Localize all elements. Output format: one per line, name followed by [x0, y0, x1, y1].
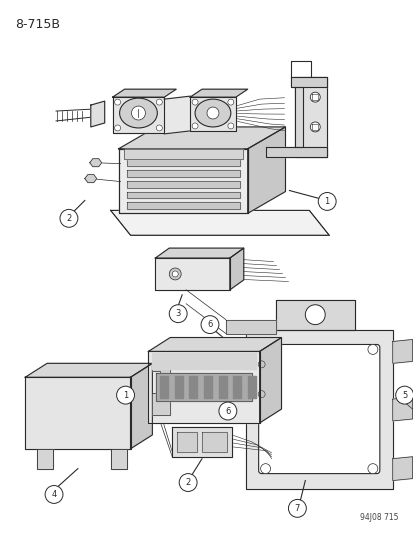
Polygon shape: [245, 329, 392, 489]
Polygon shape: [233, 376, 240, 398]
Circle shape: [258, 391, 264, 398]
Circle shape: [192, 123, 197, 129]
Circle shape: [206, 107, 218, 119]
Polygon shape: [265, 147, 326, 157]
Polygon shape: [25, 377, 130, 449]
Polygon shape: [130, 364, 152, 449]
Circle shape: [156, 99, 162, 105]
Polygon shape: [90, 159, 102, 167]
Polygon shape: [118, 149, 247, 213]
Polygon shape: [160, 376, 168, 398]
Polygon shape: [110, 211, 328, 235]
Circle shape: [45, 486, 63, 503]
Circle shape: [60, 209, 78, 227]
Polygon shape: [189, 376, 197, 398]
Polygon shape: [259, 337, 281, 423]
Polygon shape: [247, 127, 285, 213]
Polygon shape: [37, 449, 53, 469]
Circle shape: [288, 499, 306, 518]
Polygon shape: [247, 376, 255, 398]
Polygon shape: [392, 397, 412, 421]
Circle shape: [114, 99, 120, 105]
Text: 1: 1: [324, 197, 329, 206]
Ellipse shape: [119, 98, 157, 128]
Polygon shape: [204, 376, 211, 398]
Polygon shape: [295, 87, 303, 147]
Circle shape: [258, 361, 264, 368]
Polygon shape: [229, 248, 243, 290]
Circle shape: [116, 386, 134, 404]
Polygon shape: [156, 373, 251, 401]
Text: 4: 4: [51, 490, 57, 499]
Polygon shape: [123, 149, 242, 159]
Text: 2: 2: [66, 214, 71, 223]
Polygon shape: [126, 159, 239, 166]
Polygon shape: [392, 457, 412, 481]
Text: 8-715B: 8-715B: [15, 18, 60, 31]
Circle shape: [260, 464, 270, 474]
Ellipse shape: [195, 99, 230, 127]
Circle shape: [367, 344, 377, 354]
Polygon shape: [392, 340, 412, 364]
Polygon shape: [190, 89, 247, 97]
Circle shape: [172, 271, 178, 277]
Text: 5: 5: [401, 391, 406, 400]
Polygon shape: [177, 432, 197, 452]
Polygon shape: [155, 258, 229, 290]
Circle shape: [318, 192, 335, 211]
Polygon shape: [112, 97, 164, 133]
Text: 7: 7: [294, 504, 299, 513]
Text: 94J08 715: 94J08 715: [359, 513, 398, 522]
Polygon shape: [295, 77, 326, 157]
Circle shape: [192, 99, 197, 105]
Polygon shape: [126, 169, 239, 176]
Polygon shape: [172, 427, 231, 457]
Polygon shape: [126, 181, 239, 188]
Polygon shape: [148, 351, 259, 423]
Polygon shape: [275, 300, 354, 329]
Polygon shape: [90, 101, 104, 127]
Circle shape: [131, 106, 145, 120]
Text: 6: 6: [207, 320, 212, 329]
Circle shape: [227, 99, 233, 105]
Polygon shape: [174, 376, 183, 398]
Polygon shape: [112, 89, 176, 97]
Polygon shape: [155, 248, 243, 258]
Polygon shape: [164, 96, 190, 134]
Polygon shape: [291, 77, 326, 87]
Polygon shape: [190, 97, 235, 131]
Polygon shape: [218, 376, 226, 398]
Circle shape: [227, 123, 233, 129]
Polygon shape: [225, 320, 275, 334]
Circle shape: [114, 125, 120, 131]
Circle shape: [305, 305, 325, 325]
Polygon shape: [85, 175, 97, 183]
Polygon shape: [152, 364, 170, 385]
Polygon shape: [152, 353, 255, 369]
FancyBboxPatch shape: [258, 344, 379, 474]
Text: 6: 6: [225, 407, 230, 416]
Circle shape: [156, 125, 162, 131]
Circle shape: [201, 316, 218, 334]
Circle shape: [395, 386, 413, 404]
Circle shape: [367, 464, 377, 474]
Polygon shape: [152, 393, 170, 415]
Circle shape: [310, 122, 320, 132]
Polygon shape: [202, 432, 226, 452]
Circle shape: [169, 305, 187, 322]
Polygon shape: [25, 364, 152, 377]
Circle shape: [169, 268, 181, 280]
Text: 1: 1: [123, 391, 128, 400]
Circle shape: [310, 92, 320, 102]
Polygon shape: [126, 191, 239, 198]
Circle shape: [179, 474, 197, 491]
Text: 3: 3: [175, 309, 180, 318]
Polygon shape: [126, 203, 239, 209]
Polygon shape: [148, 337, 281, 351]
Polygon shape: [110, 449, 126, 469]
Polygon shape: [118, 127, 285, 149]
Text: 2: 2: [185, 478, 190, 487]
Circle shape: [218, 402, 236, 420]
Circle shape: [260, 344, 270, 354]
